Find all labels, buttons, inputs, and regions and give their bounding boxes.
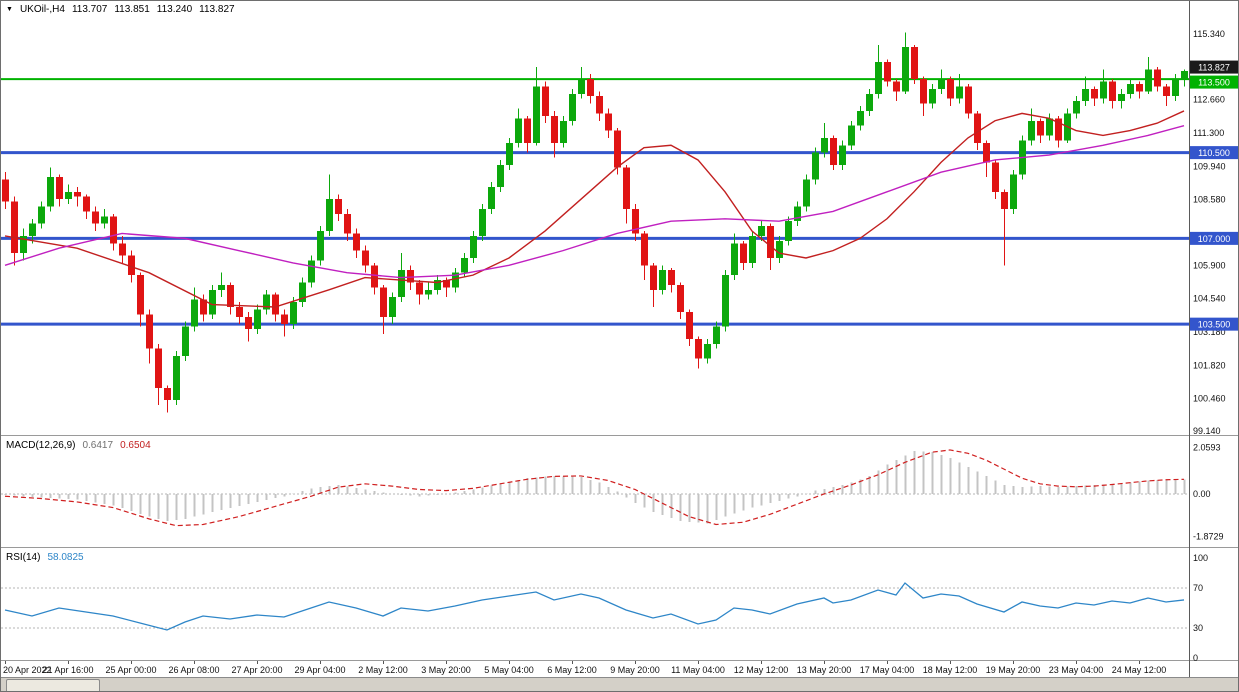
svg-text:110.500: 110.500 bbox=[1198, 148, 1230, 158]
rsi-indicator-label: RSI(14) bbox=[6, 552, 41, 563]
macd-signal-line bbox=[4, 449, 1185, 527]
price-tick-label: 104.540 bbox=[1193, 294, 1226, 304]
price-tick-label: 99.140 bbox=[1193, 426, 1221, 436]
macd-main-value: 0.6417 bbox=[82, 440, 114, 451]
macd-indicator-label: MACD(12,26,9) bbox=[6, 440, 76, 451]
hline-price-box bbox=[1190, 75, 1238, 89]
macd-tick-label: 2.0593 bbox=[1193, 442, 1221, 452]
price-tick-label: 101.820 bbox=[1193, 360, 1226, 370]
rsi-pane-header: RSI(14) 58.0825 bbox=[6, 552, 84, 563]
horizontal-lines bbox=[1, 78, 1189, 326]
chart-tabs-bar bbox=[1, 677, 1238, 691]
price-tick-label: 108.580 bbox=[1193, 195, 1226, 205]
time-label: 17 May 04:00 bbox=[860, 665, 915, 675]
ohlc-low: 113.240 bbox=[156, 4, 193, 15]
symbol-period-label: UKOil-,H4 bbox=[19, 4, 65, 15]
time-label: 5 May 04:00 bbox=[484, 665, 534, 675]
time-label: 6 May 12:00 bbox=[547, 665, 597, 675]
time-label: 26 Apr 08:00 bbox=[168, 665, 219, 675]
time-axis bbox=[5, 661, 1140, 664]
time-label: 25 Apr 00:00 bbox=[105, 665, 156, 675]
time-label: 3 May 20:00 bbox=[421, 665, 471, 675]
rsi-tick-label: 0 bbox=[1193, 653, 1198, 663]
hline-price-box bbox=[1190, 146, 1238, 160]
time-label: 29 Apr 04:00 bbox=[294, 665, 345, 675]
time-label: 21 Apr 16:00 bbox=[42, 665, 93, 675]
time-label: 24 May 12:00 bbox=[1112, 665, 1167, 675]
ma-magenta-line bbox=[4, 124, 1185, 279]
svg-text:113.827: 113.827 bbox=[1198, 63, 1230, 73]
chart-tab[interactable] bbox=[6, 679, 100, 691]
price-tick-label: 109.940 bbox=[1193, 161, 1226, 171]
ohlc-open: 113.707 bbox=[71, 4, 108, 15]
macd-signal-value: 0.6504 bbox=[120, 440, 151, 451]
price-tick-label: 103.180 bbox=[1193, 327, 1226, 337]
price-tick-label: 105.900 bbox=[1193, 260, 1226, 270]
rsi-tick-label: 100 bbox=[1193, 553, 1208, 563]
candlesticks bbox=[2, 32, 1188, 413]
macd-histogram bbox=[4, 451, 1186, 524]
time-label: 2 May 12:00 bbox=[358, 665, 408, 675]
time-label: 12 May 12:00 bbox=[734, 665, 789, 675]
price-tick-label: 100.460 bbox=[1193, 394, 1226, 404]
time-label: 11 May 04:00 bbox=[671, 665, 725, 675]
rsi-tick-label: 70 bbox=[1193, 583, 1203, 593]
svg-text:103.500: 103.500 bbox=[1198, 320, 1231, 330]
rsi-value: 58.0825 bbox=[47, 552, 84, 563]
hline-price-box bbox=[1190, 231, 1238, 245]
time-label: 19 May 20:00 bbox=[986, 665, 1041, 675]
svg-text:107.000: 107.000 bbox=[1198, 234, 1231, 244]
rsi-tick-label: 30 bbox=[1193, 623, 1203, 633]
time-label: 13 May 20:00 bbox=[797, 665, 852, 675]
collapse-triangle-icon[interactable]: ▼ bbox=[6, 6, 13, 13]
time-label: 9 May 20:00 bbox=[610, 665, 660, 675]
ohlc-close: 113.827 bbox=[199, 4, 235, 15]
chart-canvas[interactable]: 115.340 112.660 111.300 109.940 108.580 105.9… bbox=[1, 1, 1238, 677]
time-label: 20 Apr 2022 bbox=[3, 665, 52, 675]
main-pane-header: ▼ UKOil-,H4 113.707 113.851 113.240 113.… bbox=[6, 4, 235, 15]
time-label: 18 May 12:00 bbox=[923, 665, 978, 675]
svg-text:113.500: 113.500 bbox=[1198, 78, 1230, 88]
macd-tick-label: 0.00 bbox=[1193, 489, 1211, 499]
ohlc-high: 113.851 bbox=[114, 4, 150, 15]
price-tick-label: 111.300 bbox=[1193, 128, 1224, 138]
macd-pane-header: MACD(12,26,9) 0.6417 0.6504 bbox=[6, 440, 151, 451]
hline-price-box bbox=[1190, 317, 1238, 331]
price-tick-label: 112.660 bbox=[1193, 95, 1225, 105]
macd-tick-label: -1.8729 bbox=[1193, 531, 1224, 541]
current-price-box bbox=[1190, 60, 1238, 74]
price-tick-label: 115.340 bbox=[1193, 29, 1225, 39]
time-label: 27 Apr 20:00 bbox=[231, 665, 282, 675]
time-label: 23 May 04:00 bbox=[1049, 665, 1104, 675]
rsi-line bbox=[4, 582, 1185, 631]
ma-red-line bbox=[4, 110, 1185, 308]
